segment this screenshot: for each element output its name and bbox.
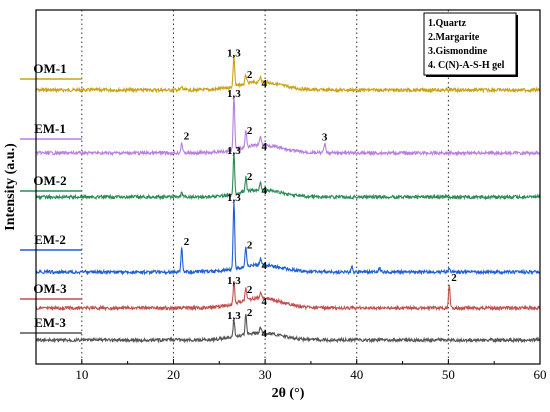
series-label: OM-2 <box>33 173 66 188</box>
series-om-3: OM-3 <box>20 281 541 312</box>
series-label: EM-2 <box>34 232 66 247</box>
legend-entry: 3.Gismondine <box>428 46 488 57</box>
series-om-1: OM-1 <box>20 54 541 94</box>
peak-label: 1,3 <box>227 275 241 287</box>
peak-label: 2 <box>451 272 457 284</box>
peak-label: 4 <box>262 296 268 308</box>
peak-label: 2 <box>247 69 253 81</box>
series-line <box>35 281 541 312</box>
peak-label: 2 <box>247 284 253 296</box>
peak-label: 4 <box>262 185 268 197</box>
series-em-3: EM-3 <box>20 314 541 344</box>
peak-label: 4 <box>262 78 268 90</box>
series-em-1: EM-1 <box>20 95 541 157</box>
peak-label: 2 <box>247 125 253 137</box>
plot-frame <box>35 9 541 365</box>
x-tick-label: 10 <box>75 367 88 382</box>
series-em-2: EM-2 <box>20 201 541 276</box>
x-axis-title: 2θ (°) <box>272 386 305 401</box>
peak-label: 3 <box>322 131 328 143</box>
legend-entry: 4. C(N)-A-S-H gel <box>428 60 505 71</box>
axis-group: 10 20 30 40 50 60 <box>35 359 547 382</box>
legend-entry: 2.Margarite <box>428 32 480 43</box>
peak-label: 1,3 <box>227 192 241 204</box>
x-tick-label: 60 <box>534 367 547 382</box>
series-line <box>35 54 541 94</box>
peak-label: 4 <box>262 328 268 340</box>
series-label: OM-3 <box>33 281 67 296</box>
peak-label: 2 <box>247 307 253 319</box>
grid-lines <box>81 10 449 364</box>
x-tick-label: 50 <box>442 367 455 382</box>
peak-label: 2 <box>184 236 190 248</box>
x-tick-label: 20 <box>167 367 180 382</box>
series-group: OM-1 EM-1 OM-2 EM-2 OM-3 EM-3 <box>20 54 541 344</box>
series-line <box>35 152 541 201</box>
series-label: EM-3 <box>34 315 66 330</box>
peak-label: 1,3 <box>227 48 241 60</box>
series-line <box>35 201 541 276</box>
x-tick-label: 40 <box>350 367 363 382</box>
peak-label: 1,3 <box>227 310 241 322</box>
peak-label: 1,3 <box>227 88 241 100</box>
peak-label: 1,3 <box>227 145 241 157</box>
legend: 1.Quartz 2.Margarite 3.Gismondine 4. C(N)-A… <box>423 12 518 77</box>
series-label: EM-1 <box>34 121 66 136</box>
y-axis-title: Intensity (a.u.) <box>3 143 18 231</box>
peak-label: 4 <box>262 260 268 272</box>
peak-label: 2 <box>247 240 253 252</box>
legend-entry: 1.Quartz <box>428 18 467 29</box>
series-line <box>35 95 541 157</box>
legend-box <box>423 12 517 76</box>
peak-label: 4 <box>262 141 268 153</box>
series-om-2: OM-2 <box>20 152 541 201</box>
peak-label: 2 <box>184 130 190 142</box>
series-label: OM-1 <box>33 61 66 76</box>
series-line <box>35 314 541 344</box>
x-tick-label: 30 <box>259 367 272 382</box>
peak-label: 2 <box>247 171 253 183</box>
